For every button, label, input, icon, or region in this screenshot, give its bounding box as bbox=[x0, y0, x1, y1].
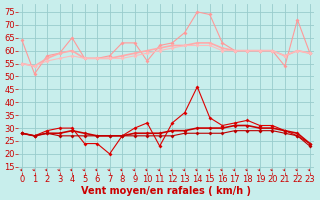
X-axis label: Vent moyen/en rafales ( km/h ): Vent moyen/en rafales ( km/h ) bbox=[81, 186, 251, 196]
